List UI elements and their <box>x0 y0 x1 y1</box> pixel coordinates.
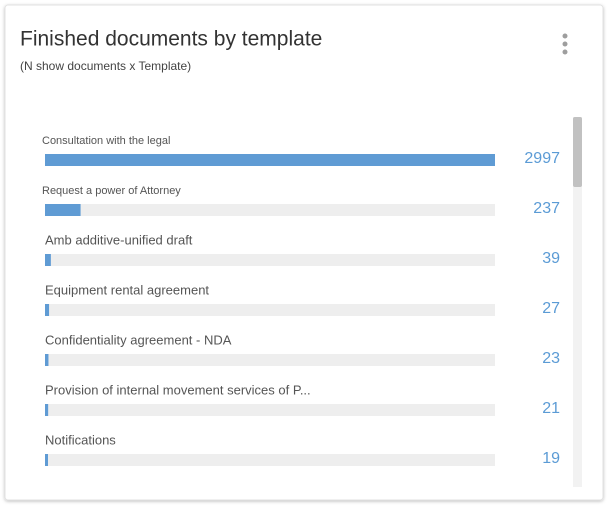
value-label: 237 <box>533 200 560 217</box>
bar <box>45 304 50 316</box>
category-label: Request a power of Attorney <box>42 185 181 197</box>
bar-list: Consultation with the legal 2997 Request a… <box>42 135 560 467</box>
value-label: 27 <box>542 300 560 317</box>
category-label: Amb additive-unified draft <box>45 232 193 247</box>
scrollbar-track[interactable] <box>573 117 582 487</box>
category-label: Provision of internal movement services … <box>45 382 311 397</box>
bar <box>45 404 49 416</box>
bar <box>45 154 495 166</box>
category-label: Consultation with the legal <box>42 135 170 147</box>
bar <box>45 454 48 466</box>
category-label: Equipment rental agreement <box>45 282 209 297</box>
bar <box>45 204 81 216</box>
value-label: 19 <box>542 450 560 467</box>
value-label: 21 <box>542 400 560 417</box>
bar-track <box>45 304 495 316</box>
menu-button[interactable] <box>562 33 568 55</box>
bar-track <box>45 404 495 416</box>
value-label: 2997 <box>524 150 560 167</box>
value-label: 23 <box>542 350 560 367</box>
bar-track <box>45 454 495 466</box>
scrollbar-thumb[interactable] <box>573 117 582 187</box>
card <box>4 4 604 501</box>
value-label: 39 <box>542 250 560 267</box>
category-label: Notifications <box>45 432 116 447</box>
bar <box>45 254 51 266</box>
bar <box>45 354 49 366</box>
bar-track <box>45 254 495 266</box>
widget-subtitle: (N show documents x Template) <box>20 59 191 73</box>
widget-title: Finished documents by template <box>20 28 322 51</box>
bar-track <box>45 354 495 366</box>
category-label: Confidentiality agreement - NDA <box>45 332 232 347</box>
bar-track <box>45 204 495 216</box>
